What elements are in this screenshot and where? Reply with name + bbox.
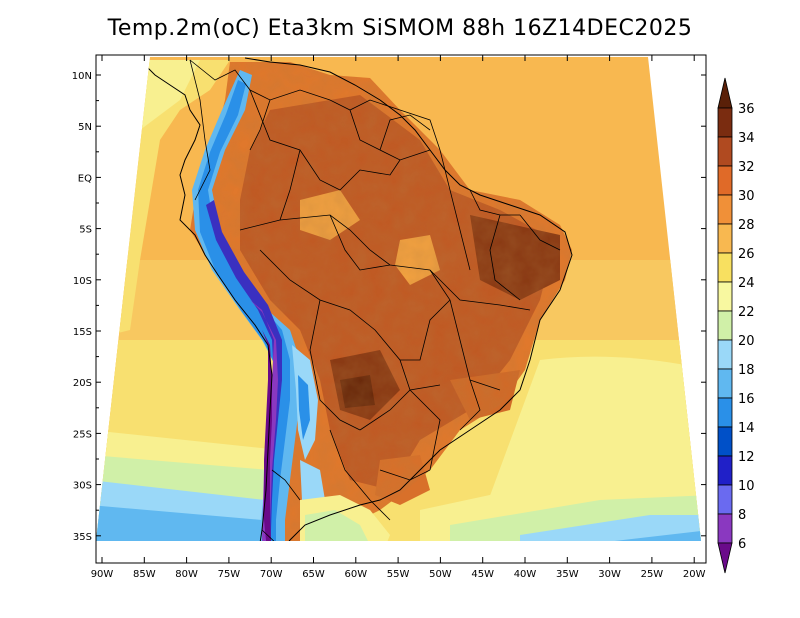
latitude-axis: 10N 5N EQ 5S 10S 15S 20S 25S 30S 35S: [72, 71, 706, 543]
map-title: Temp.2m(oC) Eta3km SiSMOM 88h 16Z14DEC20…: [107, 16, 693, 41]
colorbar-label: 26: [738, 247, 755, 262]
colorbar-segment: [717, 252, 733, 283]
lat-tick-label: 20S: [73, 378, 92, 389]
colorbar-segment: [717, 165, 733, 196]
coastline: [137, 57, 573, 541]
lon-tick-label: 30W: [598, 569, 621, 580]
lon-tick-label: 85W: [133, 569, 156, 580]
lat-tick-label: 10N: [72, 71, 92, 82]
colorbar-segment: [717, 426, 733, 457]
lon-tick-label: 65W: [302, 569, 325, 580]
colorbar-label: 20: [738, 334, 755, 349]
colorbar-label: 36: [738, 102, 755, 117]
colorbar-label: 30: [738, 189, 755, 204]
lat-tick-label: 5N: [78, 122, 92, 133]
lon-tick-label: 20W: [683, 569, 706, 580]
plot-frame: [95, 54, 707, 564]
lon-tick-label: 70W: [260, 569, 283, 580]
longitude-axis: 90W 85W 80W 75W 70W 65W 60W 55W 50W 45W 40W 35W 30W 2…: [91, 55, 706, 580]
colorbar-label: 12: [738, 450, 755, 465]
lat-tick-label: 5S: [79, 225, 92, 236]
colorbar-label: 10: [738, 479, 755, 494]
colorbar-segment: [717, 513, 733, 544]
lon-tick-label: 75W: [218, 569, 241, 580]
lon-tick-label: 25W: [641, 569, 664, 580]
colorbar-segment: [717, 107, 733, 138]
colorbar-segment: [717, 397, 733, 428]
colorbar-label: 6: [738, 537, 746, 552]
lat-tick-label: 10S: [73, 276, 92, 287]
colorbar-segment: [717, 136, 733, 167]
colorbar-segment: [717, 281, 733, 312]
colorbar-segment: [717, 310, 733, 341]
colorbar-label: 8: [738, 508, 746, 523]
colorbar-segment: [717, 484, 733, 515]
colorbar-label: 14: [738, 421, 755, 436]
colorbar-min-triangle: [717, 542, 733, 574]
colorbar-label: 16: [738, 392, 755, 407]
colorbar-segment: [717, 455, 733, 486]
colorbar-label: 24: [738, 276, 755, 291]
colorbar: 6 8 10 12 14 16 18 20 22 24 26 28 30 32 34 36: [717, 77, 755, 574]
colorbar-segment: [717, 339, 733, 370]
colorbar-label: 22: [738, 305, 755, 320]
lon-tick-label: 45W: [471, 569, 494, 580]
lon-tick-label: 80W: [175, 569, 198, 580]
colorbar-label: 18: [738, 363, 755, 378]
colorbar-segment: [717, 223, 733, 254]
country-borders: [189, 59, 561, 541]
temperature-field: [96, 57, 701, 541]
lon-tick-label: 35W: [556, 569, 579, 580]
colorbar-segment: [717, 368, 733, 399]
lon-tick-label: 60W: [344, 569, 367, 580]
lat-tick-label: EQ: [78, 173, 92, 184]
lon-tick-label: 55W: [387, 569, 410, 580]
lat-tick-label: 30S: [73, 481, 92, 492]
lat-tick-label: 25S: [73, 429, 92, 440]
lon-tick-label: 50W: [429, 569, 452, 580]
lon-tick-label: 40W: [514, 569, 537, 580]
lat-tick-label: 35S: [73, 532, 92, 543]
lat-tick-label: 15S: [73, 327, 92, 338]
colorbar-max-triangle: [717, 77, 733, 109]
colorbar-label: 32: [738, 160, 755, 175]
lon-tick-label: 90W: [91, 569, 114, 580]
colorbar-label: 34: [738, 131, 755, 146]
colorbar-label: 28: [738, 218, 755, 233]
colorbar-segment: [717, 194, 733, 225]
